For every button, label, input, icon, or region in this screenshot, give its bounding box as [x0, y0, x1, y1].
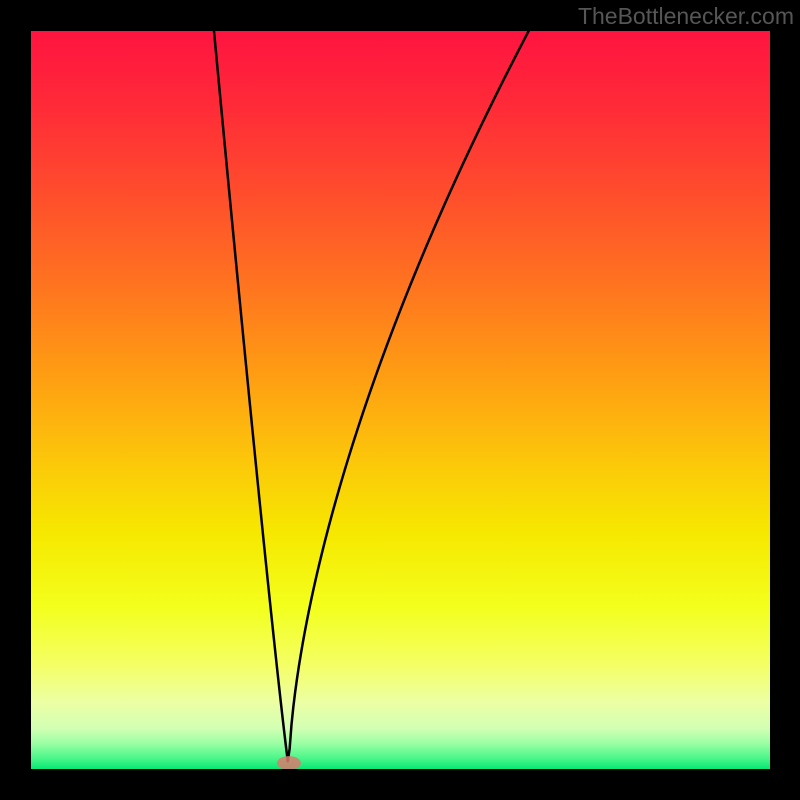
watermark-text: TheBottlenecker.com [578, 3, 794, 30]
minimum-marker [31, 31, 770, 769]
chart-frame: TheBottlenecker.com [0, 0, 800, 800]
minimum-ellipse [277, 756, 301, 769]
